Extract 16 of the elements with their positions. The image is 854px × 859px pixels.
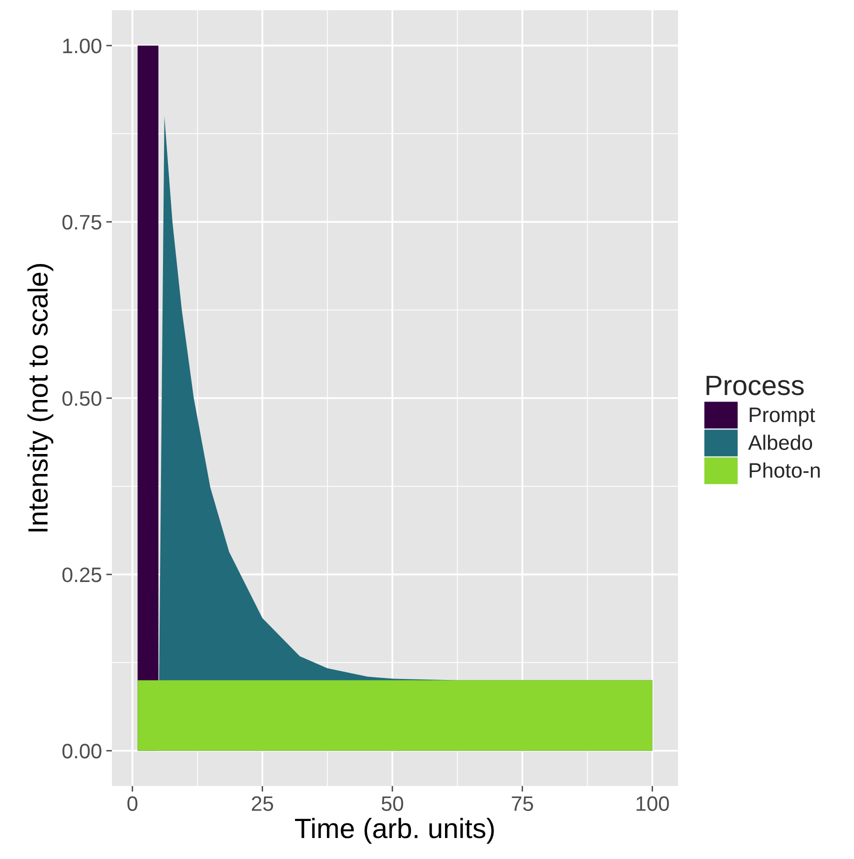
legend-label: Prompt	[750, 408, 816, 426]
y-tick-label: 0.00	[62, 744, 102, 758]
y-axis-title: Intensity (not to scale)	[27, 264, 54, 532]
y-tick-label: 1.00	[63, 38, 102, 54]
x-tick-label: 50	[382, 796, 404, 812]
legend-label: Albedo	[748, 434, 812, 450]
x-tick-label: 25	[252, 796, 274, 812]
legend-label: Photo-n	[750, 462, 820, 478]
x-axis-title: Time (arb. units)	[295, 818, 494, 844]
x-tick-label: 100	[636, 796, 669, 812]
y-tick-label: 0.25	[62, 567, 102, 582]
x-tick-label: 0	[127, 796, 138, 812]
y-tick-label: 0.50	[62, 391, 102, 406]
x-tick-label: 75	[512, 796, 534, 812]
y-tick-label: 0.75	[62, 214, 102, 230]
legend-title: Process	[706, 376, 804, 396]
